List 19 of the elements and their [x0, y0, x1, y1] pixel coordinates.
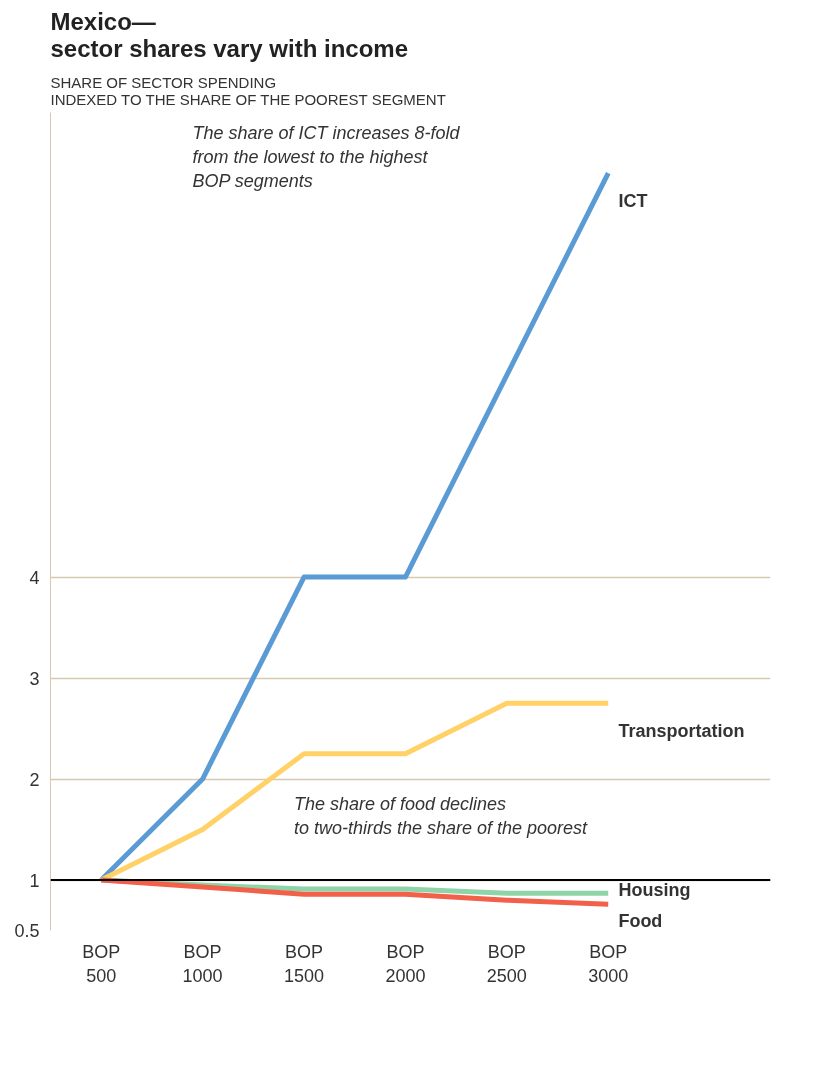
series-label: ICT — [618, 191, 648, 212]
y-tick-label: 1 — [29, 870, 40, 891]
x-tick-label: BOP 1000 — [182, 941, 223, 986]
x-tick-label: BOP 1500 — [284, 941, 325, 986]
annotation: The share of ICT increases 8-fold from the lowest to the highest BOP segments — [192, 122, 461, 191]
series-label: Housing — [618, 880, 691, 901]
y-tick-label: 0.5 — [14, 921, 40, 941]
x-tick-label: BOP 2500 — [486, 941, 527, 986]
x-tick-label: BOP 2000 — [385, 941, 426, 986]
y-tick-label: 4 — [29, 567, 40, 588]
x-tick-label: BOP 500 — [82, 941, 121, 986]
series-label: Food — [618, 911, 663, 932]
y-tick-label: 2 — [29, 769, 40, 790]
annotation: The share of food declines to two-thirds the share of the poorest — [293, 794, 589, 839]
x-tick-label: BOP 3000 — [588, 941, 629, 986]
chart-title: Mexico— sector shares vary with income — [50, 7, 408, 62]
y-tick-label: 3 — [29, 668, 40, 689]
chart-subtitle: SHARE OF SECTOR SPENDING INDEXED TO THE SHARE OF THE POOREST SEGMENT — [50, 73, 446, 108]
series-label: Transportation — [618, 721, 745, 742]
